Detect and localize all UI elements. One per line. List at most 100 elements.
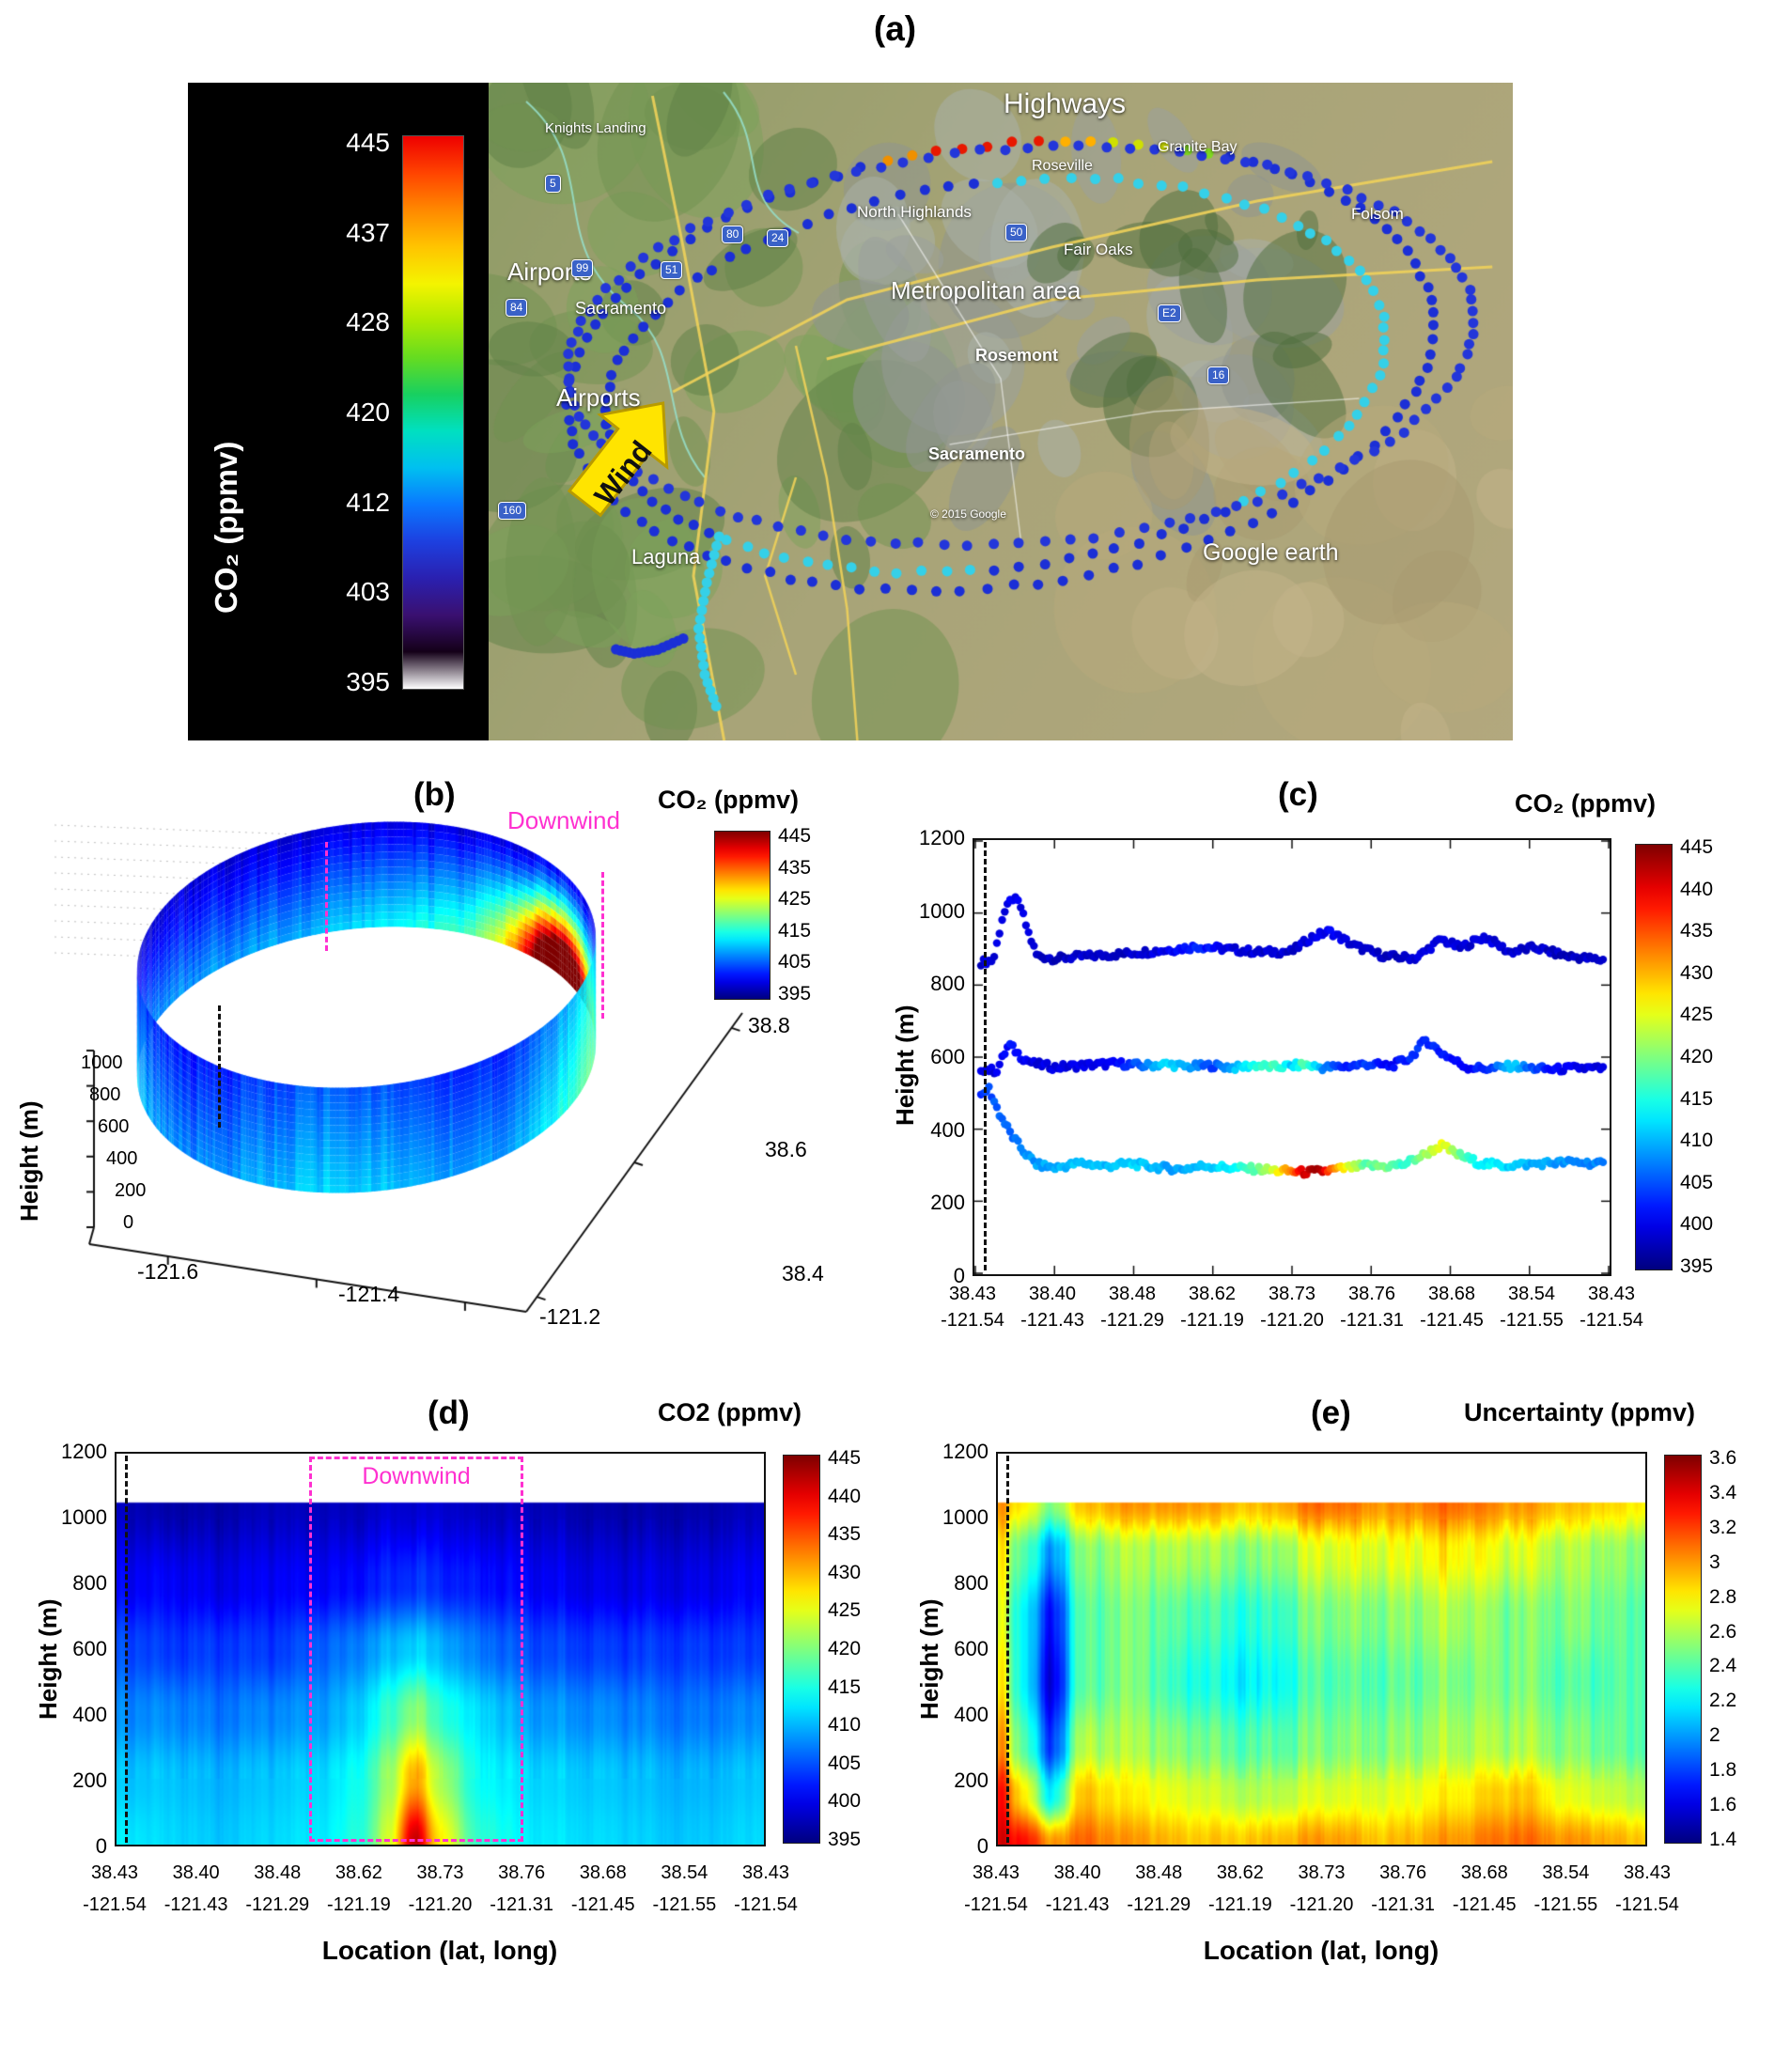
- route-shield-16: 16: [1207, 366, 1230, 384]
- tick-label: 38.48: [1135, 1862, 1183, 1883]
- tick-label: 38.73: [1298, 1862, 1346, 1883]
- panel-d-yaxis-ticks: 1200 1000 800 600 400 200 0: [39, 1440, 107, 1858]
- route-shield-5: 5: [545, 175, 561, 193]
- tick-label: 200: [930, 1191, 965, 1215]
- tick-label: 425: [1680, 1004, 1714, 1026]
- tick-label: 600: [930, 1045, 965, 1068]
- map-label-fair-oaks: Fair Oaks: [1064, 241, 1133, 258]
- map-label-sacramento: Sacramento: [928, 444, 1026, 463]
- map-label-sacramento: Sacramento: [575, 299, 667, 318]
- panel-b-height-label: Height (m): [15, 1100, 43, 1222]
- tick-label: 38.54: [661, 1862, 708, 1883]
- map-label-granite-bay: Granite Bay: [1158, 139, 1237, 155]
- tick-label: 38.76: [1347, 1284, 1396, 1304]
- panel-c-height-label: Height (m): [891, 1005, 919, 1126]
- panel-e-xaxis-label: Location (lat, long): [1203, 1936, 1440, 1965]
- panel-d-xaxis-lat-ticks: 38.43 38.40 38.48 38.62 38.73 38.76 38.68 38.54…: [91, 1862, 789, 1885]
- tick-label: -121.19: [326, 1894, 391, 1915]
- panel-b-lattick-2: 38.4: [782, 1261, 824, 1285]
- panel-d-start-dash: [125, 1456, 128, 1843]
- panel-e-xaxis-lat-ticks: 38.43 38.40 38.48 38.62 38.73 38.76 38.68 38.54…: [973, 1862, 1671, 1885]
- tick-label: 800: [72, 1570, 107, 1595]
- tick-label: 38.76: [498, 1862, 546, 1883]
- tick-label: -121.55: [1533, 1894, 1598, 1915]
- tick-label: 400: [72, 1702, 107, 1726]
- panel-c-yaxis-ticks: 1200 1000 800 600 400 200 0: [897, 826, 965, 1287]
- map-label-knights-landing: Knights Landing: [545, 120, 646, 136]
- panel-a-tag: (a): [873, 9, 917, 48]
- panel-d-colorbar-ticks: 445 440 435 430 425 420 415 410 405 400 395: [828, 1447, 884, 1850]
- tick-label: 38.62: [335, 1862, 382, 1883]
- tick-label: 38.68: [1460, 1862, 1508, 1883]
- panel-c-colorbar-ticks: 445 440 435 430 425 420 415 410 405 400 395: [1680, 836, 1736, 1277]
- tick-label: 420: [1680, 1046, 1714, 1067]
- tick-label: 2: [1709, 1724, 1720, 1747]
- tick-label: 1200: [61, 1440, 107, 1463]
- tick-label: 38.40: [172, 1862, 220, 1883]
- tick-label: 2.6: [1709, 1620, 1737, 1643]
- tick-label: 2.8: [1709, 1585, 1737, 1608]
- panel-e-plot: [996, 1452, 1647, 1846]
- tick-label: 410: [828, 1714, 862, 1737]
- panel-e-height-label: Height (m): [915, 1598, 943, 1720]
- panel-b-downwind-dash-right: [601, 872, 604, 1019]
- tick-label: 440: [1680, 878, 1714, 900]
- tick-label: -121.20: [1260, 1310, 1324, 1331]
- tick-label: 38.68: [579, 1862, 627, 1883]
- tick-label: 400: [930, 1117, 965, 1142]
- panel-c-tag: (c): [1278, 776, 1318, 813]
- panel-e-tag: (e): [1311, 1394, 1351, 1431]
- panel-b-lattick-1: 38.6: [765, 1137, 807, 1161]
- tick-label: -121.54: [1580, 1310, 1643, 1331]
- tick-label: 400: [106, 1148, 138, 1169]
- tick-label: -121.19: [1207, 1894, 1272, 1915]
- map-label-laguna: Laguna: [631, 545, 701, 569]
- tick-label: 415: [778, 919, 812, 942]
- panel-d-downwind-box: Downwind: [309, 1457, 523, 1842]
- panel-d-tag: (d): [428, 1394, 470, 1431]
- tick-label: 1.6: [1709, 1794, 1737, 1816]
- tick-label: -121.29: [245, 1894, 310, 1915]
- map-label-metropolitan-area: Metropolitan area: [891, 276, 1082, 304]
- route-shield-84: 84: [506, 299, 528, 317]
- tick-label: 425: [828, 1599, 862, 1622]
- tick-label: 395: [346, 667, 390, 696]
- tick-label: -121.29: [1100, 1310, 1164, 1331]
- tick-label: -121.45: [1420, 1310, 1484, 1331]
- panel-e-xaxis-long-ticks: -121.54 -121.43 -121.29 -121.19 -121.20 -121.…: [964, 1894, 1679, 1917]
- route-shield-160: 160: [498, 502, 527, 520]
- panel-e-colorbar: [1664, 1455, 1702, 1844]
- tick-label: 800: [89, 1084, 121, 1105]
- tick-label: -121.20: [408, 1894, 473, 1915]
- wind-arrow: Wind: [567, 401, 669, 518]
- panel-b-xtick-2: -121.2: [539, 1304, 601, 1329]
- panel-d-xaxis-label: Location (lat, long): [321, 1936, 558, 1965]
- map-colorbar-ticks: 445 437 428 420 412 403 395: [291, 128, 390, 696]
- tick-label: 600: [98, 1116, 130, 1137]
- panel-d-plot: Downwind: [115, 1452, 766, 1846]
- tick-label: -121.19: [1180, 1310, 1244, 1331]
- tick-label: 38.43: [972, 1862, 1020, 1883]
- tick-label: 800: [954, 1570, 988, 1595]
- tick-label: 400: [954, 1702, 988, 1726]
- route-shield-24: 24: [767, 229, 789, 247]
- panel-a: CO₂ (ppmv) 445 437 428 420 412 403 395 Wind Kn…: [188, 83, 1513, 740]
- tick-label: -121.43: [1020, 1310, 1084, 1331]
- tick-label: 1200: [942, 1440, 988, 1463]
- tick-label: 1000: [919, 898, 965, 923]
- panel-c-xaxis-lat-ticks: 38.43 38.40 38.48 38.62 38.73 38.76 38.68 38.54…: [949, 1284, 1635, 1306]
- tick-label: 445: [346, 128, 390, 157]
- tick-label: -121.29: [1127, 1894, 1191, 1915]
- tick-label: 437: [346, 217, 390, 247]
- tick-label: 400: [828, 1790, 862, 1813]
- panel-d-colorbar: [783, 1455, 820, 1844]
- panel-c-start-dash: [984, 842, 987, 1270]
- panel-c-plot: [973, 838, 1611, 1276]
- tick-label: 1000: [942, 1504, 988, 1529]
- tick-label: 38.48: [1108, 1284, 1157, 1304]
- map-label-airports: Airports: [556, 383, 641, 412]
- tick-label: 403: [346, 577, 390, 607]
- tick-label: 400: [1680, 1213, 1714, 1236]
- tick-label: 405: [1680, 1171, 1714, 1193]
